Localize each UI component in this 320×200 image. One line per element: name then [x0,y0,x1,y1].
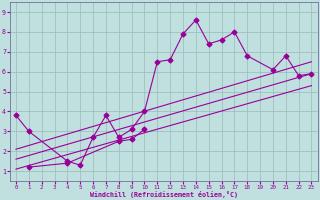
X-axis label: Windchill (Refroidissement éolien,°C): Windchill (Refroidissement éolien,°C) [90,191,238,198]
